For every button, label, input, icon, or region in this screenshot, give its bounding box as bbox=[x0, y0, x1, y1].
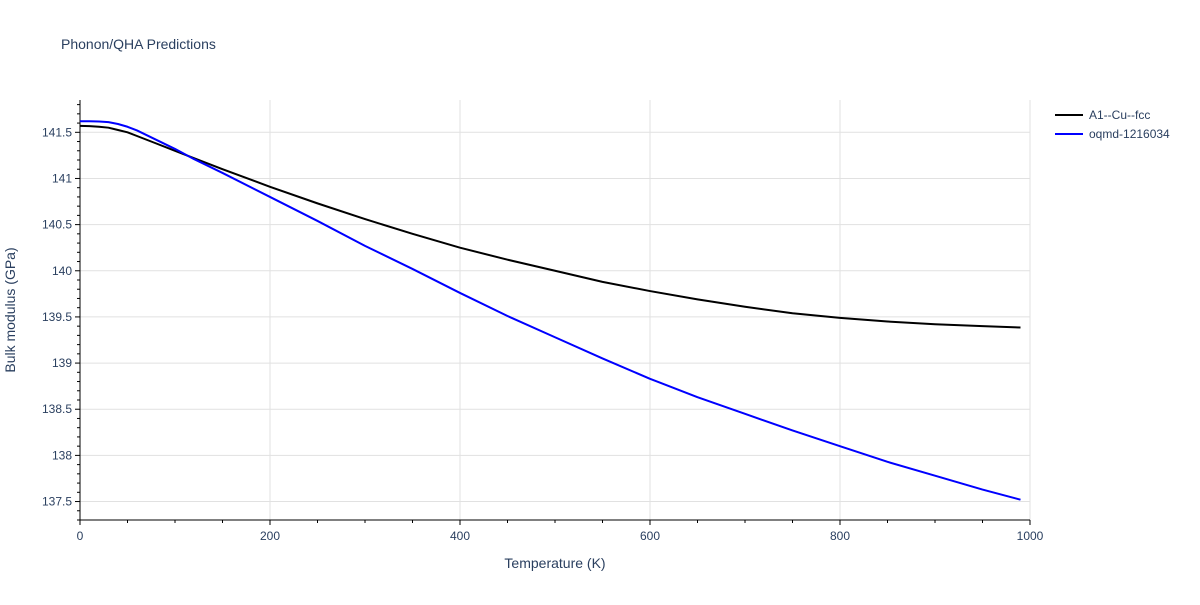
y-axis-title: Bulk modulus (GPa) bbox=[2, 247, 18, 372]
series-line bbox=[79, 124, 1021, 329]
y-tick-label: 137.5 bbox=[42, 495, 72, 509]
x-axis-title: Temperature (K) bbox=[504, 555, 605, 571]
x-tick-label: 200 bbox=[260, 529, 280, 543]
y-tick-label: 138.5 bbox=[42, 402, 72, 416]
legend-label: A1--Cu--fcc bbox=[1089, 108, 1150, 122]
x-tick-label: 0 bbox=[77, 529, 84, 543]
y-tick-label: 138 bbox=[52, 448, 72, 462]
y-tick-label: 140.5 bbox=[42, 218, 72, 232]
x-tick-label: 600 bbox=[640, 529, 660, 543]
y-tick-label: 141.5 bbox=[42, 125, 72, 139]
y-tick-label: 139.5 bbox=[42, 310, 72, 324]
x-tick-label: 400 bbox=[450, 529, 470, 543]
chart-title: Phonon/QHA Predictions bbox=[61, 36, 216, 52]
y-tick-label: 141 bbox=[52, 171, 72, 185]
legend-label: oqmd-1216034 bbox=[1089, 127, 1170, 141]
y-tick-label: 140 bbox=[52, 264, 72, 278]
x-tick-label: 1000 bbox=[1017, 529, 1044, 543]
series-line bbox=[80, 120, 1021, 501]
y-tick-label: 139 bbox=[52, 356, 72, 370]
x-tick-label: 800 bbox=[830, 529, 850, 543]
